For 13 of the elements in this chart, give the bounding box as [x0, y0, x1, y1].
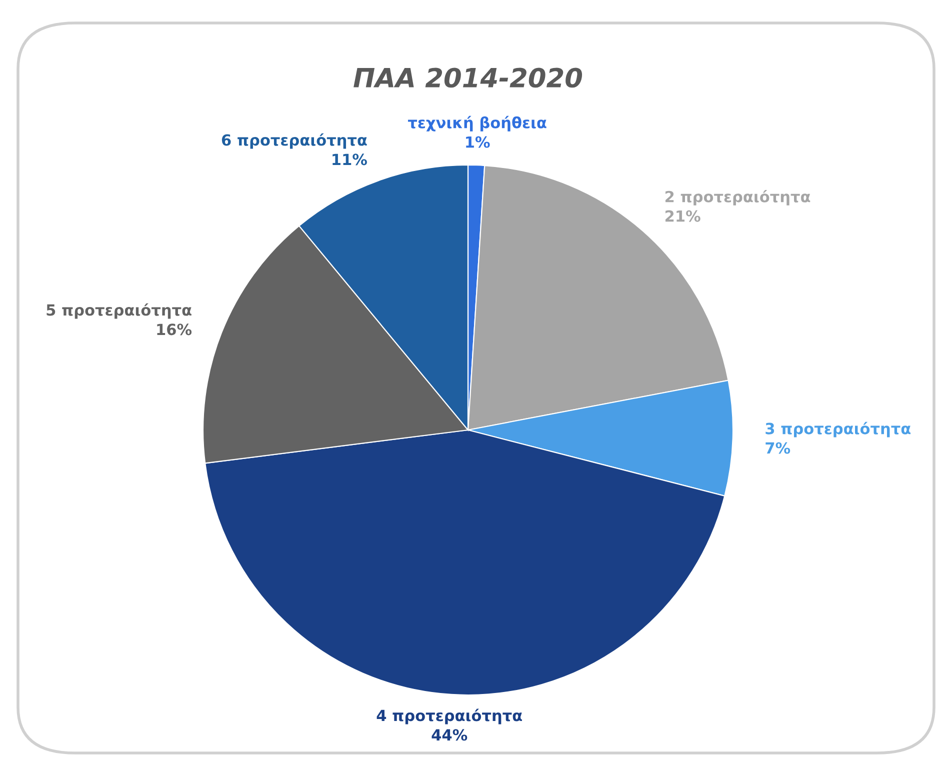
slice-label: 6 προτεραιότητα	[222, 133, 367, 149]
slice-label: 3 προτεραιότητα	[766, 422, 910, 438]
slice-label: 5 προτεραιότητα	[46, 303, 192, 319]
chart-title: ΠΑΑ 2014-2020	[354, 68, 582, 88]
data-label: 44%	[432, 729, 468, 741]
data-label: 11%	[332, 154, 367, 166]
data-label: 21%	[665, 210, 700, 222]
data-label: 1%	[466, 136, 490, 148]
slice-label: τεχνική βοήθεια	[408, 116, 546, 132]
data-label: 16%	[157, 324, 192, 336]
data-label: 7%	[766, 442, 790, 454]
slice-label: 4 προτεραιότητα	[376, 708, 522, 724]
slice-label: 2 προτεραιότητα	[665, 190, 810, 206]
